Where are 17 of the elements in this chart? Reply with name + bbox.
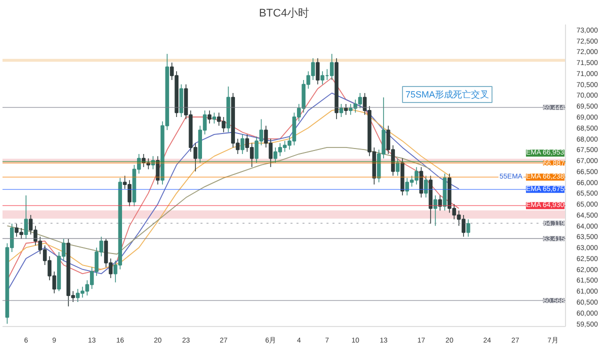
candlestick [240, 134, 244, 154]
candlestick [339, 104, 344, 118]
candlestick [438, 194, 442, 211]
candlestick [320, 70, 324, 85]
candlestick [316, 58, 320, 85]
candlestick [330, 53, 334, 80]
candlestick [208, 110, 212, 124]
candlestick [24, 194, 28, 240]
candlestick [14, 223, 19, 238]
candlestick [212, 112, 216, 124]
candlestick [179, 84, 184, 118]
candlestick [405, 178, 410, 196]
candlestick [424, 175, 428, 198]
annotation: 75SMA形成死亡交叉 [406, 90, 490, 100]
candlestick [466, 218, 470, 238]
chart-title: BTC4小时 [258, 6, 310, 20]
candlestick [344, 104, 348, 116]
